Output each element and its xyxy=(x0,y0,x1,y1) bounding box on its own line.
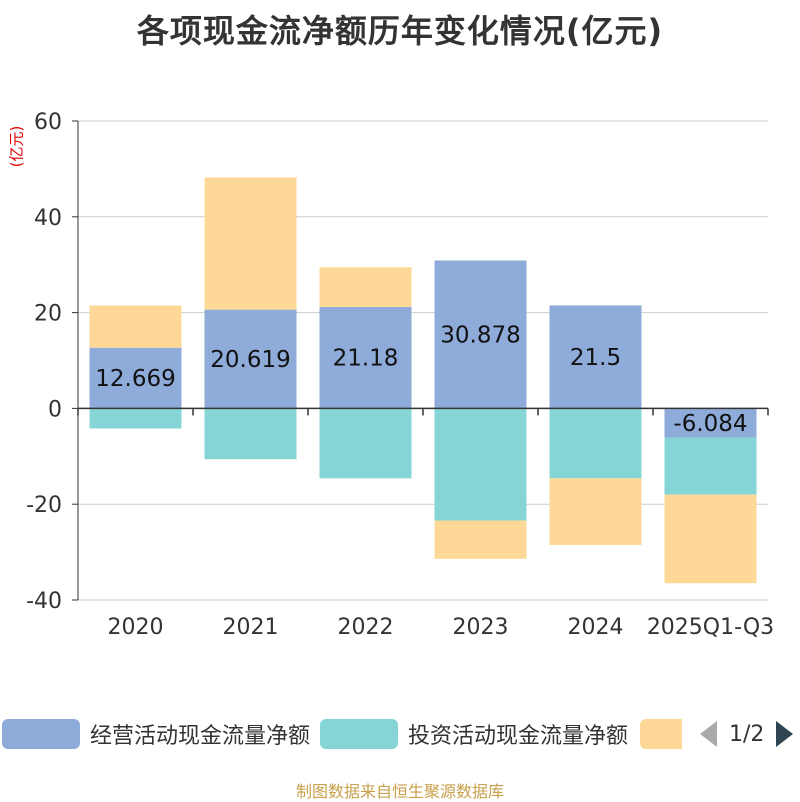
legend-item-operating[interactable]: 经营活动现金流量净额 xyxy=(2,716,310,752)
bar-operating xyxy=(434,260,527,409)
bar-financing xyxy=(204,177,297,310)
legend: 经营活动现金流量净额 投资活动现金流量净额 xyxy=(0,716,800,756)
y-tick-label: -20 xyxy=(26,493,62,518)
data-label: 21.18 xyxy=(333,346,399,372)
bar-financing xyxy=(549,478,642,545)
stacked-bar-chart: -40 -20 0 20 40 60 2020 2021 2022 2023 2024 2025Q1-… xyxy=(26,110,774,640)
data-label: 12.669 xyxy=(95,366,175,392)
bar-financing xyxy=(89,305,182,348)
bar-investing xyxy=(89,408,182,429)
x-tick-label: 2021 xyxy=(223,615,279,640)
bar-operating xyxy=(549,305,642,409)
y-tick-label: 20 xyxy=(34,302,62,327)
data-label: 20.619 xyxy=(210,347,290,373)
bar-financing xyxy=(664,494,757,584)
legend-label-operating: 经营活动现金流量净额 xyxy=(90,724,311,749)
bar-investing xyxy=(204,408,297,460)
x-tick-label: 2023 xyxy=(453,615,509,640)
legend-prev-page-icon[interactable] xyxy=(700,721,717,747)
legend-pager: 1/2 xyxy=(700,716,794,752)
data-label: -6.084 xyxy=(673,411,747,437)
x-tick-label: 2020 xyxy=(108,615,164,640)
bar-investing xyxy=(434,408,527,521)
legend-page-indicator: 1/2 xyxy=(729,721,765,747)
legend-next-page-icon[interactable] xyxy=(776,721,794,747)
y-tick-label: -40 xyxy=(26,589,62,614)
bar-investing xyxy=(319,408,412,479)
legend-item-investing[interactable]: 投资活动现金流量净额 xyxy=(320,716,628,752)
bar-operating xyxy=(89,347,182,409)
bar-operating xyxy=(204,309,297,409)
data-label: 21.5 xyxy=(570,345,621,371)
bar-investing xyxy=(664,437,757,495)
chart-title: 各项现金流净额历年变化情况(亿元) xyxy=(136,12,664,50)
x-tick-label: 2022 xyxy=(338,615,394,640)
bar-operating xyxy=(319,306,412,409)
x-tick-label: 2024 xyxy=(568,615,624,640)
legend-swatch-financing xyxy=(640,719,682,749)
bar-financing xyxy=(319,267,412,307)
legend-item-financing[interactable] xyxy=(640,716,682,752)
legend-label-investing: 投资活动现金流量净额 xyxy=(408,724,629,749)
bar-operating xyxy=(664,408,757,438)
data-source-note: 制图数据来自恒生聚源数据库 xyxy=(295,782,504,801)
x-tick-label: 2025Q1-Q3 xyxy=(647,615,774,640)
data-label: 30.878 xyxy=(440,322,520,348)
legend-swatch-investing xyxy=(320,719,398,749)
bar-investing xyxy=(549,408,642,479)
legend-swatch-operating xyxy=(2,719,80,749)
bar-financing xyxy=(434,520,527,559)
y-tick-label: 40 xyxy=(34,206,62,231)
y-tick-label: 60 xyxy=(34,110,62,135)
y-tick-label: 0 xyxy=(48,397,62,422)
